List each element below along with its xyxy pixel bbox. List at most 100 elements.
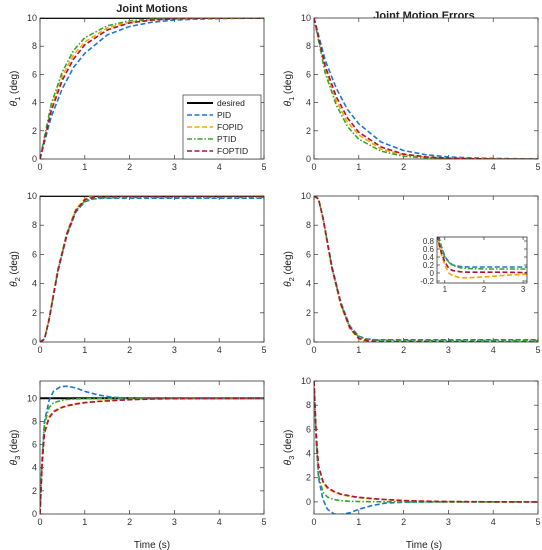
series-group: [314, 196, 538, 342]
y-tick-label: 2: [306, 473, 311, 483]
y-tick-label: 10: [27, 13, 37, 23]
y-tick-label: 2: [32, 126, 37, 136]
y-tick-label: 0: [32, 337, 37, 347]
y-tick-label: 2: [32, 308, 37, 318]
y-tick-label: 8: [306, 220, 311, 230]
y-tick-label: 8: [32, 220, 37, 230]
series-line-foptid: [314, 381, 538, 503]
left-column-title: Joint Motions: [116, 3, 188, 15]
y-tick-label: 6: [306, 69, 311, 79]
x-tick-label: 2: [127, 517, 132, 527]
y-tick-label: 0: [32, 154, 37, 164]
x-tick-label: 5: [261, 162, 266, 172]
plot-area: [314, 381, 538, 514]
x-tick-label: 1: [356, 345, 361, 355]
x-tick-label: 3: [172, 345, 177, 355]
x-tick-label: 5: [261, 345, 266, 355]
x-tick-label: 4: [217, 517, 222, 527]
y-tick-label: 4: [306, 449, 311, 459]
x-tick-label: 2: [401, 345, 406, 355]
series-line-fopid: [437, 237, 527, 279]
x-tick-label: 3: [172, 517, 177, 527]
y-axis-label-symbol: θ: [9, 281, 20, 287]
legend-label-foptid: FOPTID: [217, 146, 248, 156]
y-axis-label-subscript: 2: [287, 277, 296, 281]
y-tick-label: 0.4: [423, 253, 435, 262]
y-tick-label: -0.2: [420, 277, 434, 286]
x-tick-label: 3: [172, 162, 177, 172]
y-tick-label: 4: [32, 279, 37, 289]
x-tick-label: 4: [491, 517, 496, 527]
axes-box: [313, 195, 539, 343]
y-tick-label: 10: [301, 191, 311, 201]
x-tick-label: 4: [217, 345, 222, 355]
x-tick-label: 1: [82, 345, 87, 355]
y-tick-label: 8: [306, 400, 311, 410]
y-tick-label: 6: [32, 440, 37, 450]
x-tick-label: 2: [401, 162, 406, 172]
series-group: [314, 381, 538, 514]
axes-box: [39, 380, 265, 515]
x-tick-label: 1: [82, 517, 87, 527]
series-line-ptid: [40, 18, 264, 159]
y-axis-label-subscript: 1: [287, 97, 296, 101]
x-tick-label: 4: [491, 345, 496, 355]
y-axis-label-symbol: θ: [283, 281, 294, 287]
x-tick-label: 0: [311, 517, 316, 527]
series-line-foptid: [40, 18, 264, 159]
plot-area: [437, 237, 527, 283]
x-tick-label: 1: [356, 162, 361, 172]
x-tick-label: 3: [446, 517, 451, 527]
y-tick-label: 0.2: [423, 261, 435, 270]
y-axis-label: θ2 (deg): [283, 251, 296, 287]
y-axis-label: θ3 (deg): [283, 430, 296, 466]
y-axis-label: θ1 (deg): [9, 71, 22, 107]
y-tick-label: 8: [306, 41, 311, 51]
y-tick-label: 8: [32, 41, 37, 51]
x-tick-label: 0: [37, 345, 42, 355]
x-tick-label: 0: [37, 517, 42, 527]
y-axis-label: θ2 (deg): [9, 251, 22, 287]
y-tick-label: 4: [32, 463, 37, 473]
y-axis-label-symbol: θ: [283, 100, 294, 106]
y-tick-label: 4: [32, 98, 37, 108]
series-line-ptid: [437, 237, 527, 270]
x-tick-label: 1: [443, 285, 448, 294]
y-tick-label: 10: [27, 393, 37, 403]
x-tick-label: 2: [127, 345, 132, 355]
y-axis-label-unit: (deg): [9, 71, 20, 97]
axes-box: [436, 236, 528, 284]
y-tick-label: 10: [301, 376, 311, 386]
x-tick-label: 4: [217, 162, 222, 172]
y-axis-label-unit: (deg): [283, 251, 294, 277]
y-tick-label: 4: [306, 98, 311, 108]
series-line-foptid: [314, 18, 538, 159]
x-tick-label: 5: [261, 517, 266, 527]
y-axis-label-symbol: θ: [283, 459, 294, 465]
plot-area: [314, 18, 538, 159]
x-tick-label: 0: [37, 162, 42, 172]
x-tick-label: 1: [356, 517, 361, 527]
y-tick-label: 0: [430, 269, 435, 278]
x-tick-label: 2: [482, 285, 487, 294]
y-tick-label: 6: [306, 424, 311, 434]
plot-area: [40, 196, 264, 342]
series-group: [40, 385, 264, 514]
y-tick-label: 0: [306, 154, 311, 164]
series-line-ptid: [314, 18, 538, 159]
legend-label-desired: desired: [217, 98, 245, 108]
y-tick-label: 2: [306, 308, 311, 318]
y-tick-label: 6: [32, 249, 37, 259]
y-axis-label-subscript: 2: [13, 277, 22, 281]
y-axis-label-subscript: 3: [13, 456, 22, 460]
y-tick-label: 10: [301, 13, 311, 23]
x-tick-label: 3: [446, 345, 451, 355]
y-tick-label: 4: [306, 279, 311, 289]
panel-error-2-inset: 1 2 3 -0.200.20.40.60.8: [420, 236, 528, 294]
y-tick-label: 6: [306, 249, 311, 259]
right-x-axis-label: Time (s): [406, 540, 442, 550]
